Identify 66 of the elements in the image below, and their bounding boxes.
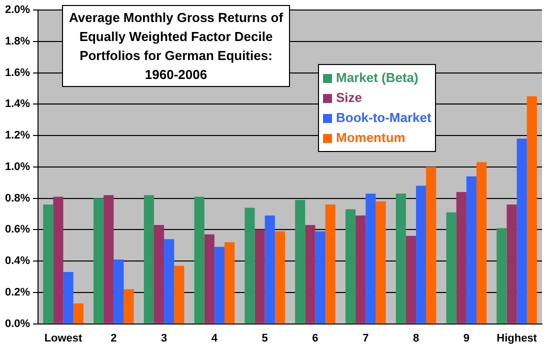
x-tick-label: 8 [412, 332, 420, 344]
bar [476, 162, 487, 324]
bar [345, 209, 356, 324]
bar [315, 231, 326, 324]
bar [426, 166, 436, 324]
bar [264, 216, 275, 324]
x-tick-label: Lowest [44, 332, 83, 344]
text: Average Monthly Gross Returns of Equally Weighted Factor Decile Portfolios for German Equities: 1960-2006 [62, 5, 290, 87]
bar [526, 96, 537, 324]
x-tick-label: Highest [496, 332, 538, 344]
bar [174, 266, 184, 324]
bar [114, 259, 124, 324]
bar [466, 176, 476, 324]
bar [376, 201, 386, 324]
bar [53, 196, 64, 324]
bar [154, 224, 164, 324]
y-tick-label: 0.6% [4, 224, 30, 236]
bar [144, 195, 154, 324]
x-tick-label: 7 [362, 332, 369, 344]
legend-label: Momentum [336, 129, 406, 147]
bar [63, 272, 74, 324]
bar [214, 246, 225, 324]
y-tick-label: 0.0% [4, 318, 30, 330]
bar [295, 200, 306, 324]
bar [305, 224, 316, 324]
bar [274, 231, 285, 324]
bar [446, 212, 456, 324]
x-tick-label: 3 [160, 332, 168, 344]
bar [194, 196, 204, 324]
bar [366, 194, 376, 324]
bar [43, 204, 54, 324]
bar [94, 198, 104, 324]
bar [406, 236, 416, 324]
bar [254, 230, 265, 324]
bar [456, 192, 466, 324]
y-tick-label: 1.2% [4, 130, 30, 142]
y-tick-label: 0.4% [4, 255, 30, 268]
y-tick-label: 1.0% [4, 160, 30, 173]
x-tick-label: 9 [463, 332, 470, 344]
bar [396, 194, 406, 324]
bar [73, 303, 84, 324]
bar [356, 216, 366, 324]
bar [124, 289, 134, 324]
y-tick-label: 1.4% [4, 98, 30, 110]
x-tick-label: 6 [312, 332, 318, 344]
legend-label: Market (Beta) [336, 69, 418, 87]
bar [104, 195, 114, 324]
bar [516, 138, 527, 324]
y-tick-label: 2.0% [4, 4, 30, 16]
y-tick-label: 1.8% [4, 35, 30, 48]
bar [204, 234, 214, 324]
legend-label: Book-to-Market [336, 109, 432, 127]
x-tick-label: 4 [211, 332, 218, 344]
x-tick-label: 2 [110, 332, 117, 344]
y-tick-label: 0.2% [4, 286, 30, 298]
bar [224, 242, 235, 324]
legend-label: Size [336, 89, 362, 107]
bar [496, 228, 507, 324]
y-tick-label: 1.6% [4, 66, 30, 79]
bar [506, 204, 517, 324]
bar [325, 204, 336, 324]
bar [244, 208, 255, 324]
y-tick-label: 0.8% [4, 192, 30, 204]
bar [164, 239, 174, 324]
x-tick-label: 5 [262, 332, 268, 344]
bar [416, 186, 426, 324]
